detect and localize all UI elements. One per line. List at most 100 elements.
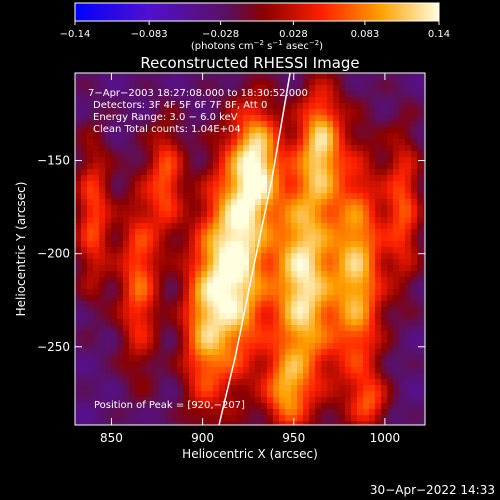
heatmap-cell — [153, 151, 160, 158]
heatmap-cell — [207, 409, 214, 416]
heatmap-cell — [129, 271, 136, 278]
heatmap-cell — [291, 385, 298, 392]
heatmap-cell — [207, 295, 214, 302]
heatmap-cell — [315, 403, 322, 410]
heatmap-cell — [207, 247, 214, 254]
heatmap-cell — [417, 391, 424, 398]
heatmap-cell — [183, 259, 190, 266]
heatmap-cell — [351, 193, 358, 200]
heatmap-cell — [375, 91, 382, 98]
heatmap-cell — [279, 331, 286, 338]
heatmap-cell — [267, 247, 274, 254]
heatmap-cell — [225, 205, 232, 212]
heatmap-cell — [357, 415, 364, 422]
heatmap-cell — [267, 379, 274, 386]
heatmap-cell — [405, 325, 412, 332]
heatmap-cell — [333, 151, 340, 158]
heatmap-cell — [261, 229, 268, 236]
heatmap-cell — [279, 133, 286, 140]
heatmap-cell — [381, 319, 388, 326]
heatmap-cell — [111, 181, 118, 188]
heatmap-cell — [183, 319, 190, 326]
heatmap-cell — [201, 151, 208, 158]
heatmap-cell — [219, 343, 226, 350]
heatmap-cell — [279, 415, 286, 422]
heatmap-cell — [423, 403, 425, 410]
heatmap-cell — [387, 247, 394, 254]
heatmap-cell — [171, 163, 178, 170]
heatmap-cell — [129, 379, 136, 386]
heatmap-cell — [159, 73, 166, 80]
heatmap-cell — [333, 157, 340, 164]
heatmap-cell — [111, 211, 118, 218]
heatmap-cell — [81, 139, 88, 146]
heatmap-cell — [201, 73, 208, 80]
heatmap-cell — [267, 391, 274, 398]
heatmap-cell — [321, 313, 328, 320]
heatmap-cell — [423, 409, 425, 416]
heatmap-cell — [417, 163, 424, 170]
heatmap-cell — [369, 223, 376, 230]
heatmap-cell — [393, 97, 400, 104]
heatmap-cell — [369, 151, 376, 158]
heatmap-cell — [255, 313, 262, 320]
heatmap-cell — [381, 301, 388, 308]
heatmap-cell — [357, 277, 364, 284]
heatmap-cell — [117, 265, 124, 272]
heatmap-cell — [417, 181, 424, 188]
heatmap-cell — [363, 319, 370, 326]
heatmap-cell — [423, 289, 425, 296]
heatmap-cell — [375, 139, 382, 146]
heatmap-cell — [357, 403, 364, 410]
heatmap-cell — [189, 415, 196, 422]
heatmap-cell — [363, 85, 370, 92]
heatmap-cell — [105, 379, 112, 386]
heatmap-cell — [171, 331, 178, 338]
heatmap-cell — [255, 343, 262, 350]
heatmap-cell — [405, 277, 412, 284]
heatmap-cell — [93, 229, 100, 236]
heatmap-cell — [153, 343, 160, 350]
heatmap-cell — [303, 367, 310, 374]
heatmap-cell — [285, 157, 292, 164]
heatmap-cell — [177, 355, 184, 362]
heatmap-cell — [231, 127, 238, 134]
heatmap-cell — [141, 133, 148, 140]
heatmap-cell — [315, 181, 322, 188]
heatmap-cell — [393, 355, 400, 362]
heatmap-cell — [201, 289, 208, 296]
heatmap-cell — [141, 151, 148, 158]
heatmap-cell — [423, 163, 425, 170]
heatmap-cell — [207, 127, 214, 134]
heatmap-cell — [159, 145, 166, 152]
heatmap-cell — [123, 349, 130, 356]
heatmap-cell — [147, 217, 154, 224]
heatmap-cell — [345, 367, 352, 374]
heatmap-cell — [327, 409, 334, 416]
heatmap-cell — [297, 199, 304, 206]
heatmap-cell — [411, 253, 418, 260]
heatmap-cell — [147, 415, 154, 422]
heatmap-cell — [291, 79, 298, 86]
heatmap-cell — [117, 301, 124, 308]
x-axis-label: Heliocentric X (arcsec) — [182, 447, 318, 461]
heatmap-cell — [381, 109, 388, 116]
heatmap-cell — [273, 379, 280, 386]
heatmap-cell — [177, 391, 184, 398]
heatmap-cell — [117, 379, 124, 386]
heatmap-cell — [231, 109, 238, 116]
heatmap-cell — [225, 103, 232, 110]
heatmap-cell — [135, 385, 142, 392]
heatmap-cell — [399, 211, 406, 218]
heatmap-cell — [309, 241, 316, 248]
heatmap-cell — [303, 391, 310, 398]
heatmap-cell — [159, 355, 166, 362]
heatmap-cell — [255, 379, 262, 386]
heatmap-cell — [267, 421, 274, 425]
heatmap-cell — [189, 235, 196, 242]
heatmap-cell — [381, 91, 388, 98]
heatmap-cell — [159, 385, 166, 392]
heatmap-cell — [417, 403, 424, 410]
heatmap-cell — [129, 283, 136, 290]
heatmap-cell — [243, 133, 250, 140]
